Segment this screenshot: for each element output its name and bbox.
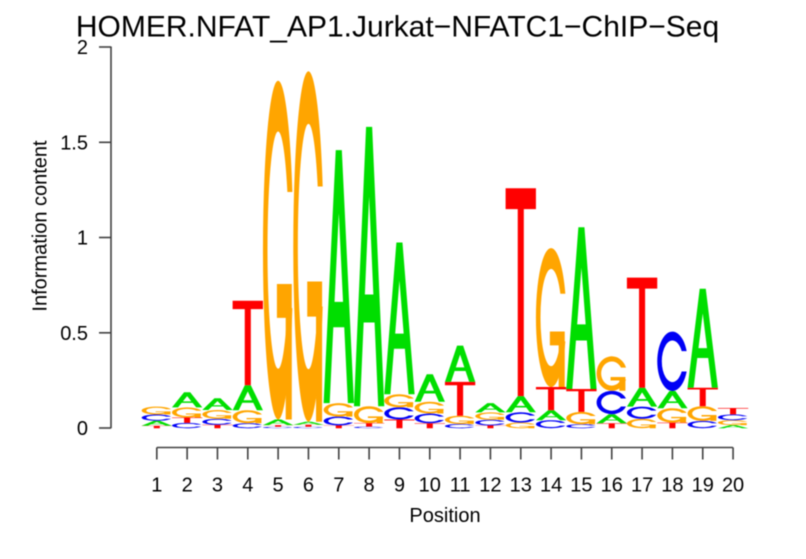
svg-text:2: 2 [182, 475, 193, 497]
svg-text:3: 3 [212, 475, 223, 497]
svg-text:7: 7 [333, 475, 344, 497]
svg-text:10: 10 [419, 475, 441, 497]
svg-text:4: 4 [242, 475, 253, 497]
svg-text:18: 18 [661, 475, 683, 497]
svg-text:6: 6 [303, 475, 314, 497]
svg-text:HOMER.NFAT_AP1.Jurkat−NFATC1−C: HOMER.NFAT_AP1.Jurkat−NFATC1−ChIP−Seq [76, 10, 719, 43]
svg-text:11: 11 [450, 475, 471, 497]
svg-text:0.5: 0.5 [60, 323, 88, 345]
svg-text:20: 20 [722, 475, 744, 497]
svg-text:Information content: Information content [30, 140, 52, 312]
svg-text:12: 12 [479, 475, 501, 497]
svg-text:1: 1 [77, 228, 88, 250]
svg-text:14: 14 [540, 475, 562, 497]
svg-text:8: 8 [364, 475, 375, 497]
svg-text:Position: Position [409, 505, 480, 527]
svg-text:1: 1 [151, 475, 162, 497]
svg-text:13: 13 [510, 475, 532, 497]
svg-text:16: 16 [601, 475, 623, 497]
svg-text:0: 0 [77, 418, 88, 440]
svg-text:1.5: 1.5 [60, 132, 88, 154]
svg-text:2: 2 [77, 37, 88, 59]
svg-text:9: 9 [394, 475, 405, 497]
svg-text:15: 15 [570, 475, 592, 497]
svg-text:19: 19 [692, 475, 714, 497]
svg-text:5: 5 [273, 475, 284, 497]
svg-text:17: 17 [631, 475, 653, 497]
